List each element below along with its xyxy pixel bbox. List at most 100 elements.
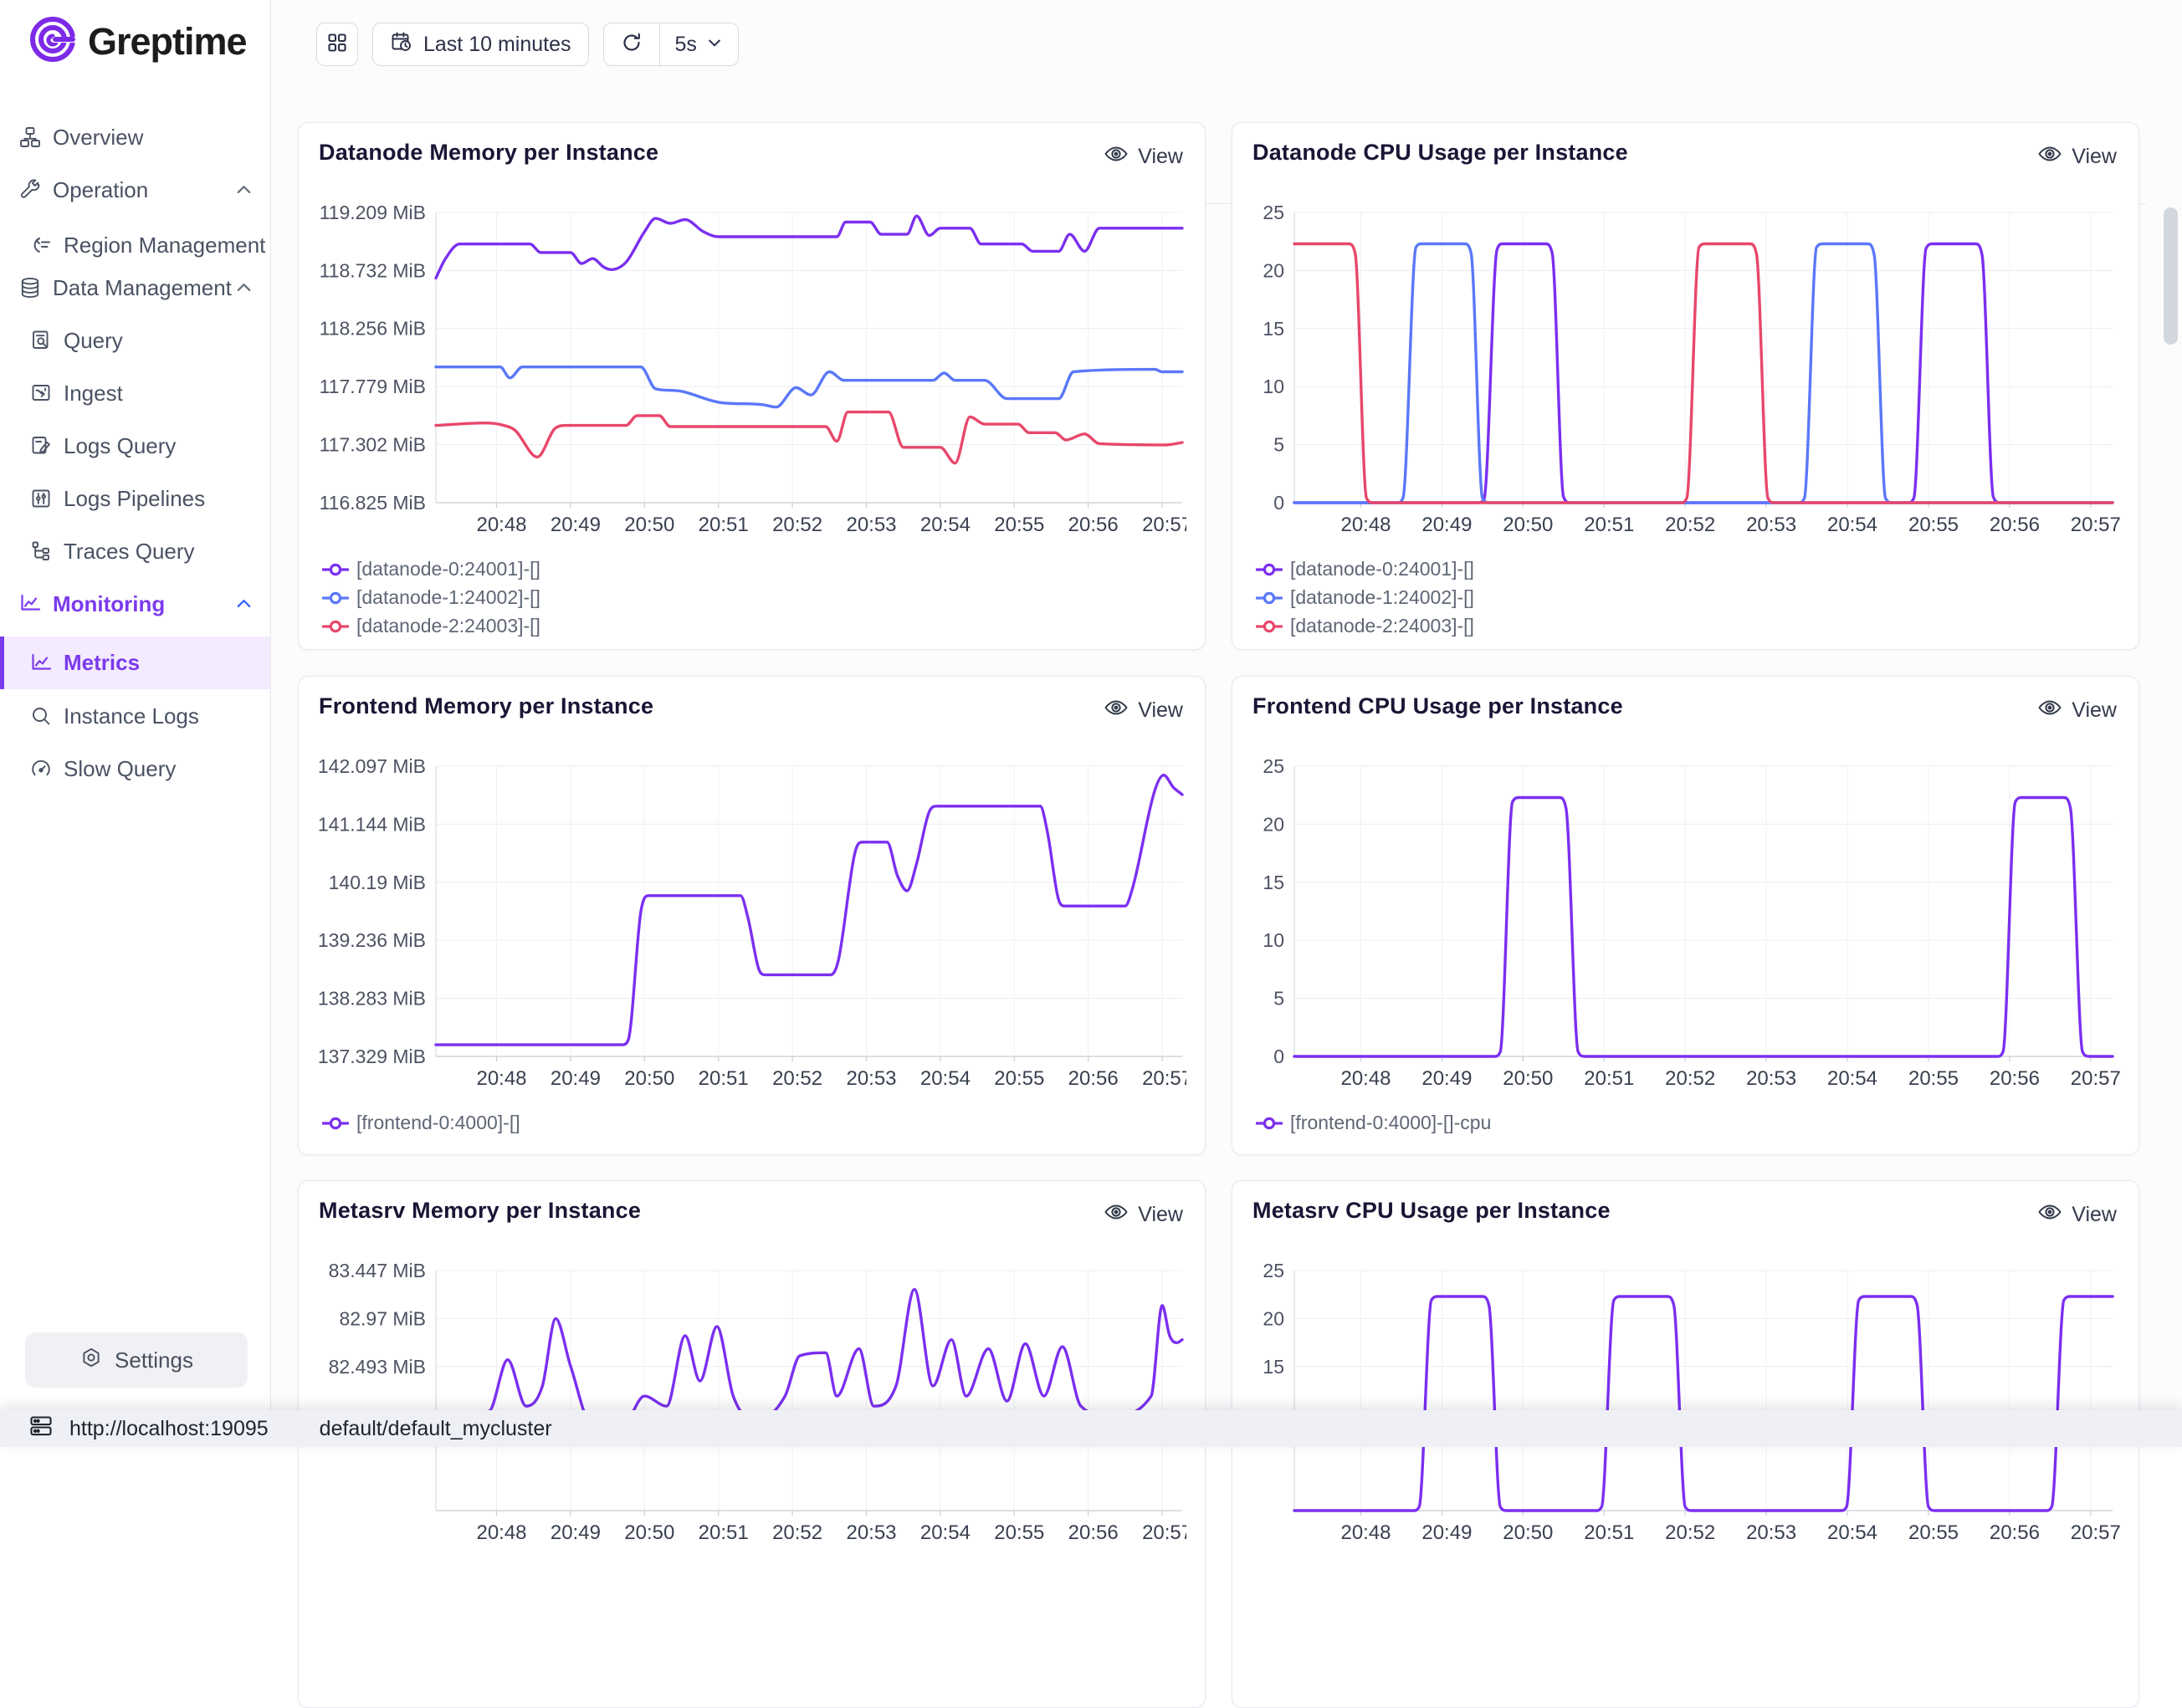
chart-title: Metasrv Memory per Instance — [319, 1198, 642, 1223]
sidebar-item-traces-query[interactable]: Traces Query — [0, 531, 270, 571]
svg-text:20:54: 20:54 — [1827, 1521, 1877, 1544]
sitemap-icon — [18, 125, 42, 149]
svg-text:20:50: 20:50 — [624, 1067, 674, 1090]
svg-text:20:52: 20:52 — [1665, 1067, 1715, 1090]
sidebar-item-instance-logs[interactable]: Instance Logs — [0, 696, 270, 736]
view-label: View — [1138, 1203, 1183, 1226]
svg-text:20:52: 20:52 — [772, 514, 822, 536]
time-range-button[interactable]: Last 10 minutes — [372, 23, 589, 66]
brand-logo[interactable]: Greptime — [28, 13, 248, 69]
svg-text:20: 20 — [1263, 813, 1284, 835]
chevron-up-icon[interactable] — [234, 279, 254, 298]
legend-marker-icon — [1256, 563, 1283, 575]
view-button[interactable]: View — [2037, 695, 2117, 726]
sidebar-item-ingest[interactable]: Ingest — [0, 373, 270, 413]
sidebar-item-label: Instance Logs — [64, 703, 199, 729]
svg-text:20:55: 20:55 — [1908, 1067, 1959, 1090]
eye-icon — [2037, 141, 2062, 172]
status-bar: http://localhost:19095 default/default_m… — [0, 1410, 2182, 1447]
legend-item[interactable]: [datanode-1:24002]-[] — [322, 586, 540, 609]
svg-text:20:56: 20:56 — [1068, 514, 1119, 536]
svg-text:20: 20 — [1263, 1307, 1284, 1329]
legend-item[interactable]: [datanode-1:24002]-[] — [1256, 586, 1474, 609]
svg-text:15: 15 — [1263, 1356, 1284, 1378]
sidebar-item-label: Slow Query — [64, 755, 177, 781]
sidebar-item-overview[interactable]: Overview — [0, 117, 270, 157]
svg-text:119.209 MiB: 119.209 MiB — [320, 202, 426, 223]
sidebar-item-label: Region Management — [64, 232, 266, 258]
eye-icon — [2037, 1199, 2062, 1230]
chevron-up-icon[interactable] — [234, 595, 254, 614]
sidebar-item-label: Ingest — [64, 380, 123, 406]
svg-text:20:49: 20:49 — [1421, 514, 1472, 536]
chart-canvas[interactable]: 25 20 15 10 5 0 20:48 20:49 20:50 20:51 20:52 20:53… — [1252, 752, 2120, 1103]
svg-text:20:52: 20:52 — [772, 1067, 822, 1090]
svg-text:20:52: 20:52 — [772, 1521, 822, 1544]
svg-text:20:57: 20:57 — [1142, 514, 1186, 536]
svg-text:20:54: 20:54 — [1827, 1067, 1877, 1090]
legend-item[interactable]: [frontend-0:4000]-[]-cpu — [1256, 1112, 1491, 1134]
svg-text:20:48: 20:48 — [476, 1067, 526, 1090]
view-button[interactable]: View — [1104, 141, 1183, 172]
chart-title: Frontend Memory per Instance — [319, 693, 654, 718]
chart-canvas[interactable]: 25 20 15 10 5 0 20:48 20:49 20:50 20:51 20:52 20:53… — [1252, 198, 2120, 550]
svg-text:20:48: 20:48 — [476, 1521, 526, 1544]
view-button[interactable]: View — [2037, 1199, 2117, 1230]
chart-line-icon — [29, 652, 53, 675]
sidebar-item-logs-pipelines[interactable]: Logs Pipelines — [0, 478, 270, 519]
chart-legend: [frontend-0:4000]-[] — [322, 1112, 520, 1134]
sidebar-item-label: Query — [64, 327, 123, 353]
legend-item[interactable]: [frontend-0:4000]-[] — [322, 1112, 520, 1134]
time-range-label: Last 10 minutes — [423, 32, 571, 56]
svg-text:20:48: 20:48 — [1340, 514, 1391, 536]
svg-text:20:50: 20:50 — [1503, 514, 1553, 536]
legend-item[interactable]: [datanode-0:24001]-[] — [322, 558, 540, 580]
svg-text:15: 15 — [1263, 318, 1284, 340]
eye-icon — [1104, 695, 1129, 726]
legend-item[interactable]: [datanode-2:24003]-[] — [322, 615, 540, 637]
eye-icon — [2037, 695, 2062, 726]
sidebar-item-query[interactable]: Query — [0, 320, 270, 361]
svg-text:20:57: 20:57 — [2071, 514, 2120, 536]
sidebar-item-label: Traces Query — [64, 538, 195, 564]
status-server-url[interactable]: http://localhost:19095 — [69, 1416, 269, 1440]
view-button[interactable]: View — [1104, 695, 1183, 726]
svg-text:20:54: 20:54 — [920, 1521, 971, 1544]
legend-item[interactable]: [datanode-0:24001]-[] — [1256, 558, 1474, 580]
svg-text:5: 5 — [1273, 988, 1284, 1010]
refresh-button[interactable] — [604, 23, 660, 65]
sidebar-item-data-management[interactable]: Data Management — [0, 268, 270, 308]
sidebar-item-metrics[interactable]: Metrics — [0, 637, 270, 689]
settings-button[interactable]: Settings — [25, 1332, 248, 1388]
doc-edit-icon — [29, 434, 53, 458]
svg-text:25: 25 — [1263, 202, 1284, 223]
sidebar-item-label: Metrics — [64, 650, 141, 675]
refresh-icon — [620, 31, 643, 59]
search-icon — [29, 704, 53, 728]
svg-text:20:53: 20:53 — [846, 1521, 896, 1544]
sidebar-item-region-management[interactable]: Region Management — [0, 225, 270, 265]
refresh-interval-value: 5s — [674, 32, 697, 56]
legend-marker-icon — [322, 620, 349, 632]
refresh-interval-select[interactable]: 5s — [660, 23, 738, 65]
legend-item[interactable]: [datanode-2:24003]-[] — [1256, 615, 1474, 637]
view-button[interactable]: View — [1104, 1199, 1183, 1230]
sidebar-item-slow-query[interactable]: Slow Query — [0, 749, 270, 789]
chart-title: Frontend CPU Usage per Instance — [1252, 693, 1623, 718]
chart-canvas[interactable]: 142.097 MiB 141.144 MiB 140.19 MiB 139.236 … — [319, 752, 1186, 1103]
vertical-scrollbar[interactable] — [2164, 207, 2178, 345]
sidebar-item-operation[interactable]: Operation — [0, 170, 270, 210]
layout-grid-button[interactable] — [316, 23, 358, 66]
legend-label: [frontend-0:4000]-[] — [356, 1112, 520, 1133]
svg-text:117.302 MiB: 117.302 MiB — [320, 434, 426, 456]
status-cluster-name[interactable]: default/default_mycluster — [319, 1416, 552, 1440]
svg-text:20:48: 20:48 — [476, 514, 526, 536]
chart-canvas[interactable]: 119.209 MiB 118.732 MiB 118.256 MiB 117.779… — [319, 198, 1186, 550]
grid-icon — [325, 31, 349, 59]
view-button[interactable]: View — [2037, 141, 2117, 172]
chevron-up-icon[interactable] — [234, 181, 254, 200]
sidebar-item-label: Data Management — [53, 274, 232, 300]
sidebar-item-logs-query[interactable]: Logs Query — [0, 426, 270, 466]
legend-label: [datanode-0:24001]-[] — [356, 558, 540, 580]
sidebar-item-monitoring[interactable]: Monitoring — [0, 584, 270, 624]
